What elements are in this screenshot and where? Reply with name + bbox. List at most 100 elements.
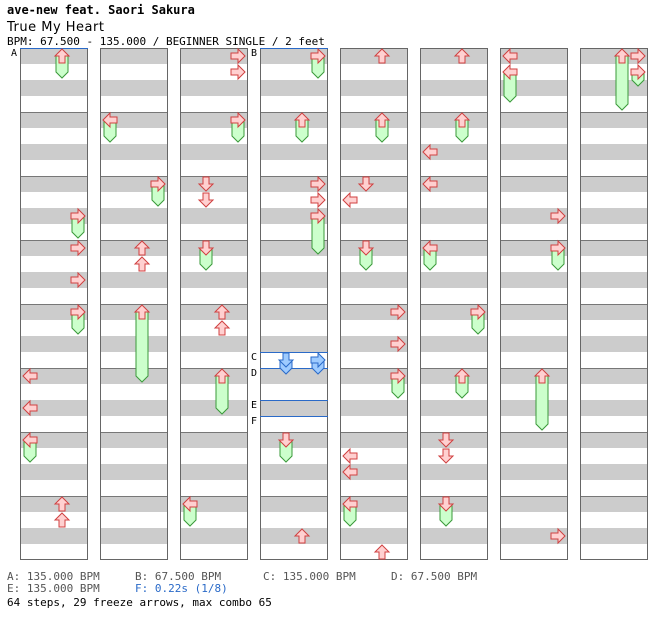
beat-stripe xyxy=(420,464,488,480)
beat-stripe xyxy=(100,208,168,224)
beat-stripe xyxy=(260,432,328,448)
chart-column xyxy=(580,48,648,560)
beat-stripe xyxy=(420,400,488,416)
column-border xyxy=(340,48,408,560)
up-arrow-icon xyxy=(293,112,311,128)
beat-stripe xyxy=(20,240,88,256)
beat-stripe xyxy=(260,400,328,416)
chart-column xyxy=(500,48,568,560)
up-arrow-icon xyxy=(613,48,631,64)
chart-column xyxy=(180,48,248,560)
right-arrow-icon xyxy=(310,47,326,65)
down-arrow-icon xyxy=(197,192,215,208)
beat-stripe xyxy=(20,48,88,64)
right-arrow-icon xyxy=(70,239,86,257)
chart-column xyxy=(20,48,88,560)
right-arrow-icon xyxy=(470,303,486,321)
beat-stripe xyxy=(420,240,488,256)
up-arrow-icon xyxy=(293,528,311,544)
beat-stripe xyxy=(340,496,408,512)
beat-stripe xyxy=(20,464,88,480)
artist-name: ave-new feat. Saori Sakura xyxy=(7,3,195,17)
beat-stripe xyxy=(260,240,328,256)
beat-stripe xyxy=(20,304,88,320)
beat-stripe xyxy=(180,336,248,352)
beat-stripe xyxy=(420,176,488,192)
beat-stripe xyxy=(180,368,248,384)
right-arrow-icon xyxy=(230,111,246,129)
left-arrow-icon xyxy=(422,239,438,257)
beat-stripe xyxy=(340,80,408,96)
beat-stripe xyxy=(20,432,88,448)
right-arrow-icon xyxy=(550,527,566,545)
bpm-marker-label: E xyxy=(251,400,257,411)
beat-stripe xyxy=(580,336,648,352)
column-border xyxy=(180,48,248,560)
legend-d: D: 67.500 BPM xyxy=(391,570,478,583)
left-arrow-icon xyxy=(342,463,358,481)
up-arrow-icon xyxy=(213,368,231,384)
right-arrow-icon xyxy=(310,191,326,209)
beat-stripe xyxy=(420,368,488,384)
left-arrow-icon xyxy=(342,495,358,513)
up-arrow-icon xyxy=(453,368,471,384)
beat-stripe xyxy=(500,144,568,160)
beat-stripe xyxy=(100,304,168,320)
beat-stripe xyxy=(420,336,488,352)
beat-stripe xyxy=(340,176,408,192)
beat-stripe xyxy=(500,48,568,64)
beat-stripe xyxy=(420,272,488,288)
bpm-difficulty-info: BPM: 67.500 - 135.000 / BEGINNER SINGLE … xyxy=(7,35,325,48)
beat-stripe xyxy=(340,272,408,288)
beat-stripe xyxy=(260,176,328,192)
left-arrow-icon xyxy=(422,175,438,193)
beat-stripe xyxy=(20,336,88,352)
down-arrow-icon xyxy=(437,496,455,512)
up-arrow-icon xyxy=(213,304,231,320)
up-arrow-icon xyxy=(373,112,391,128)
beat-stripe xyxy=(500,528,568,544)
beat-stripe xyxy=(180,304,248,320)
beat-stripe xyxy=(580,432,648,448)
beat-stripe xyxy=(180,432,248,448)
down-arrow-icon xyxy=(277,432,295,448)
beat-stripe xyxy=(580,272,648,288)
down-arrow-icon xyxy=(357,240,375,256)
beat-stripe xyxy=(340,48,408,64)
beat-stripe xyxy=(340,464,408,480)
column-border xyxy=(100,48,168,560)
beat-stripe xyxy=(260,368,328,384)
beat-stripe xyxy=(500,496,568,512)
beat-stripe xyxy=(580,400,648,416)
beat-stripe xyxy=(180,464,248,480)
beat-stripe xyxy=(580,144,648,160)
left-arrow-icon xyxy=(22,399,38,417)
right-arrow-icon xyxy=(150,175,166,193)
beat-stripe xyxy=(180,144,248,160)
beat-stripe xyxy=(20,80,88,96)
down-arrow-icon xyxy=(357,176,375,192)
beat-stripe xyxy=(20,368,88,384)
beat-stripe xyxy=(580,304,648,320)
legend-f: F: 0.22s (1/8) xyxy=(135,582,228,595)
right-arrow-icon xyxy=(550,239,566,257)
beat-stripe xyxy=(340,240,408,256)
beat-stripe xyxy=(180,208,248,224)
beat-stripe xyxy=(100,400,168,416)
left-arrow-icon xyxy=(342,447,358,465)
right-arrow-icon xyxy=(310,175,326,193)
beat-stripe xyxy=(20,208,88,224)
beat-stripe xyxy=(420,496,488,512)
up-arrow-icon xyxy=(453,48,471,64)
beat-stripe xyxy=(260,272,328,288)
up-arrow-icon xyxy=(133,256,151,272)
up-arrow-icon xyxy=(133,240,151,256)
beat-stripe xyxy=(500,368,568,384)
beat-stripe xyxy=(500,80,568,96)
up-arrow-icon xyxy=(453,112,471,128)
beat-stripe xyxy=(260,336,328,352)
beat-stripe xyxy=(180,272,248,288)
beat-stripe xyxy=(340,208,408,224)
beat-stripe xyxy=(20,272,88,288)
